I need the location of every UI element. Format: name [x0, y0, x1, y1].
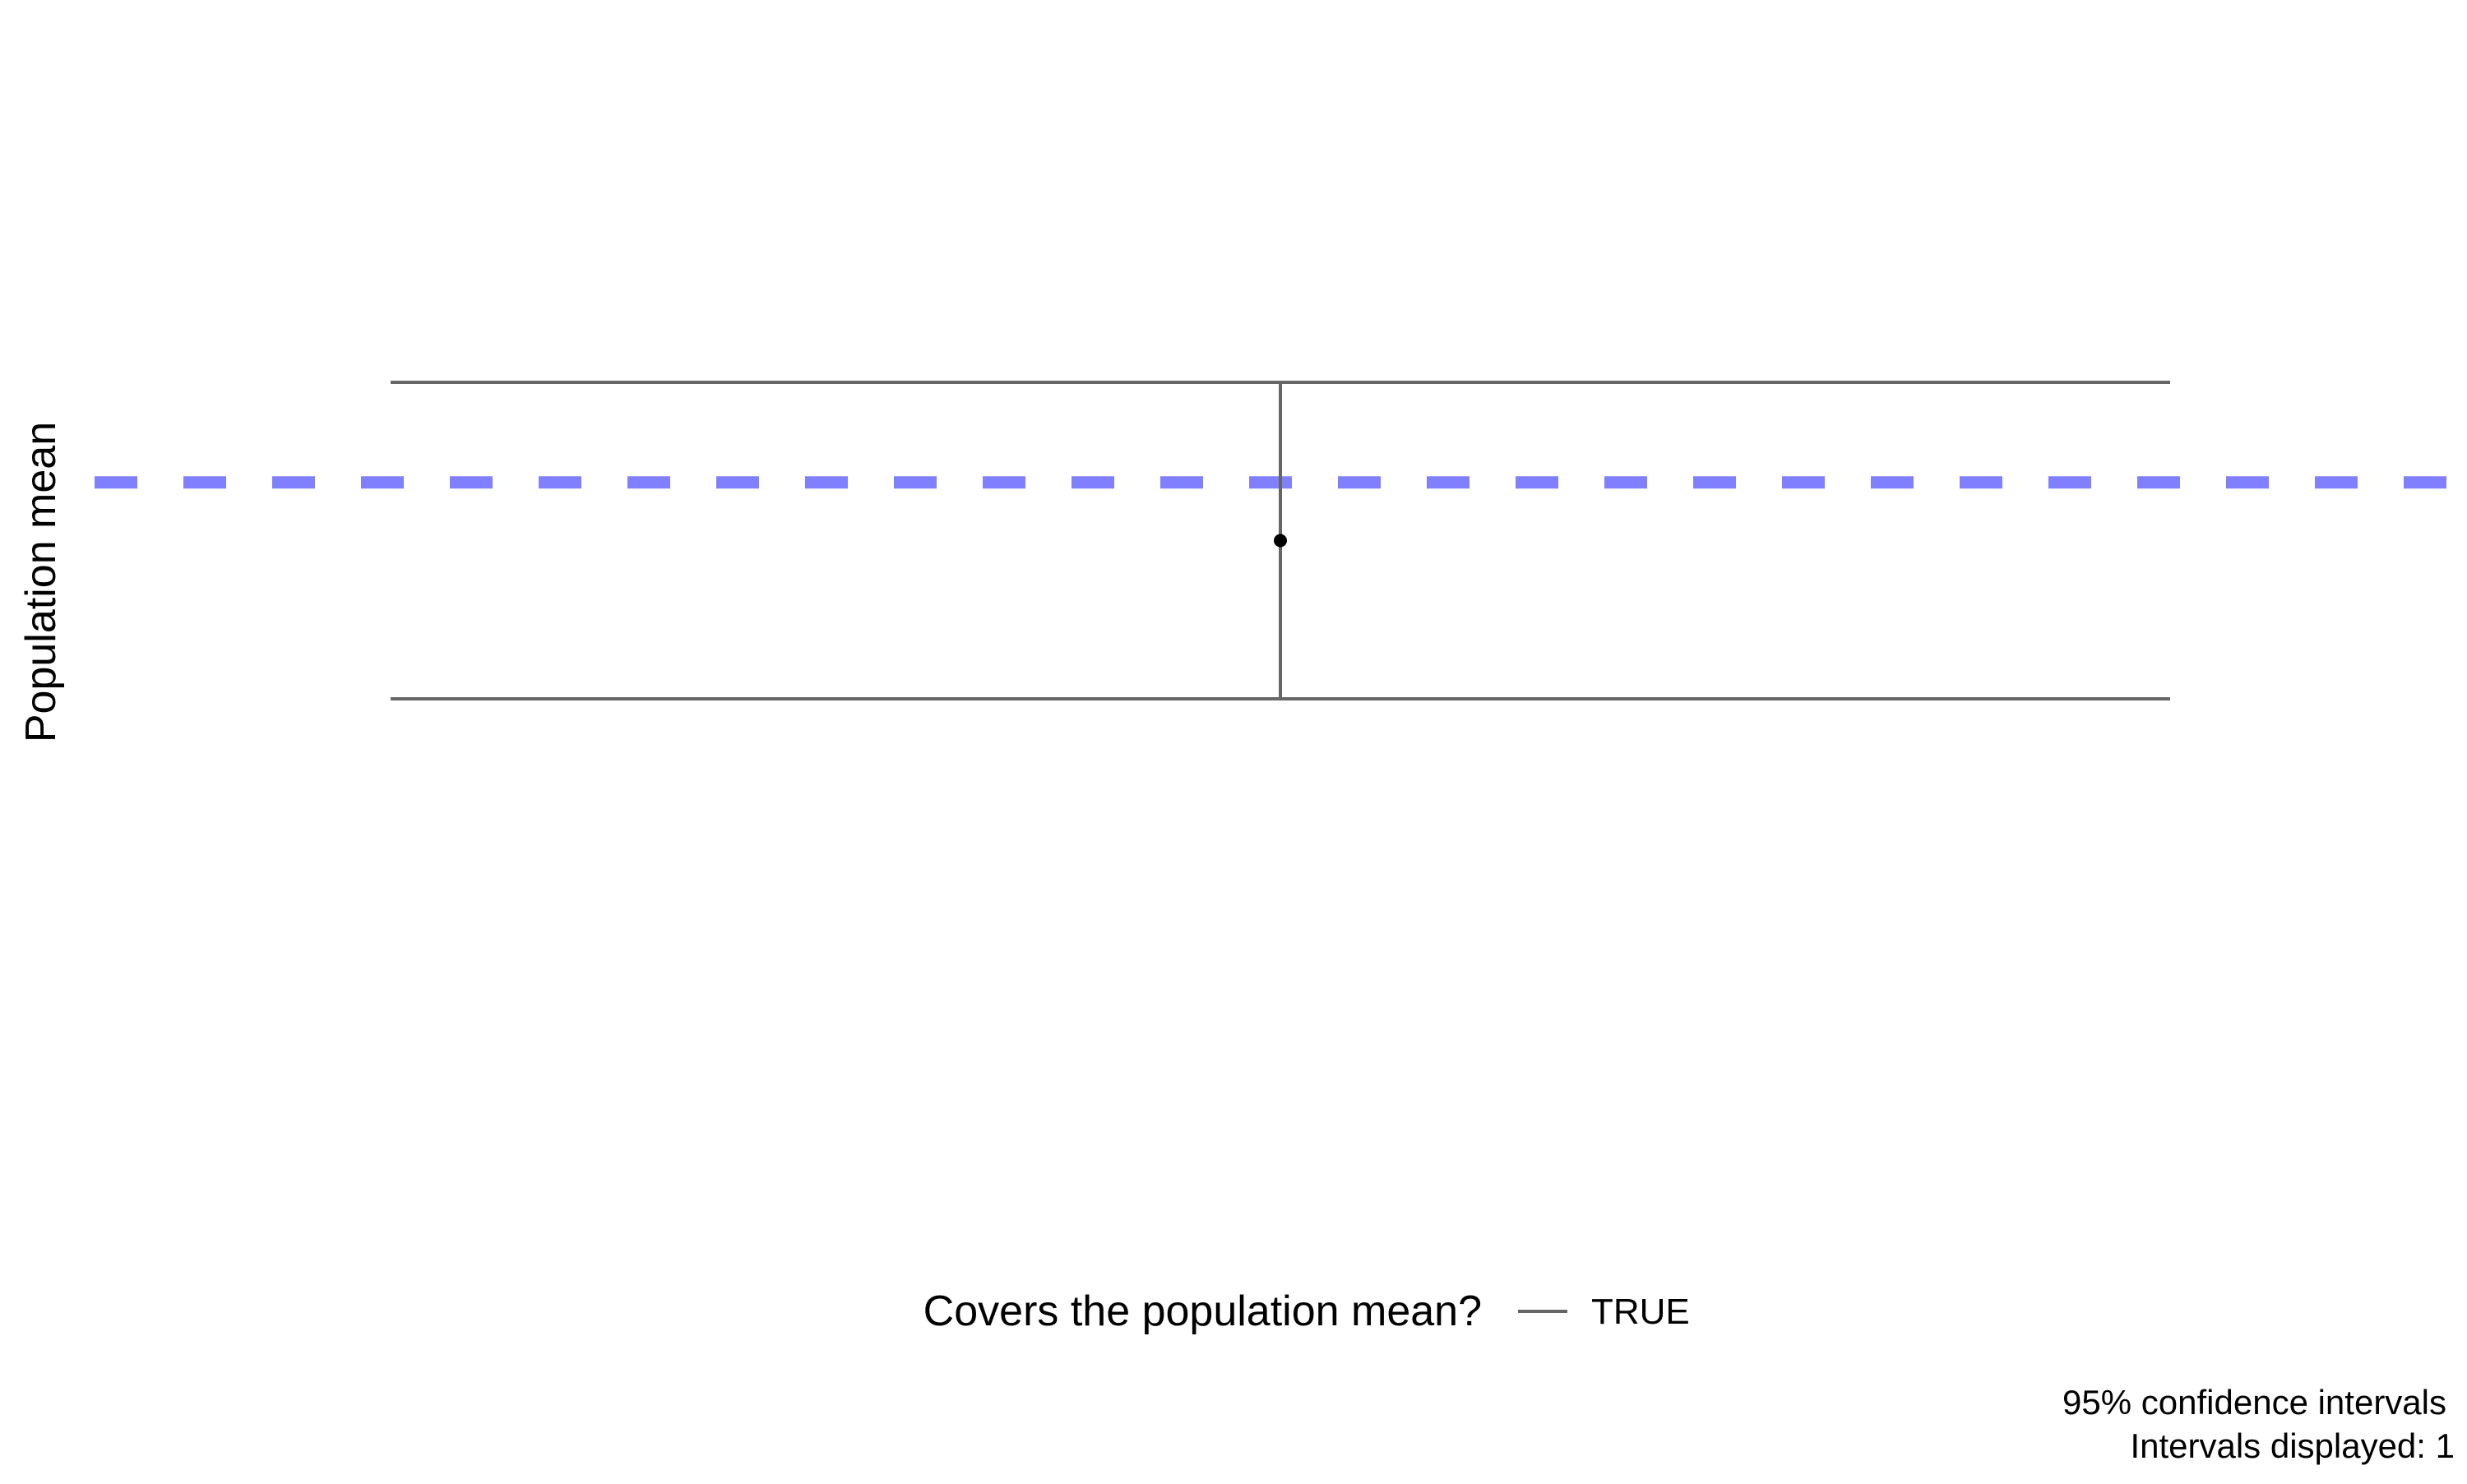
legend-entries: TRUE — [1518, 1292, 1690, 1332]
legend: Covers the population mean? TRUE — [923, 1288, 1690, 1335]
interval-1 — [391, 381, 2170, 700]
legend-title: Covers the population mean? — [923, 1288, 1482, 1335]
caption: 95% confidence intervals Intervals displ… — [2062, 1383, 2455, 1465]
y-axis-label: Population mean — [17, 422, 65, 742]
caption-line-2: Intervals displayed: 1 — [2130, 1426, 2455, 1465]
caption-line-1: 95% confidence intervals — [2062, 1383, 2446, 1422]
plot-area — [95, 381, 2446, 700]
legend-label-true: TRUE — [1591, 1292, 1690, 1332]
interval-1-estimate-point — [1274, 534, 1287, 548]
